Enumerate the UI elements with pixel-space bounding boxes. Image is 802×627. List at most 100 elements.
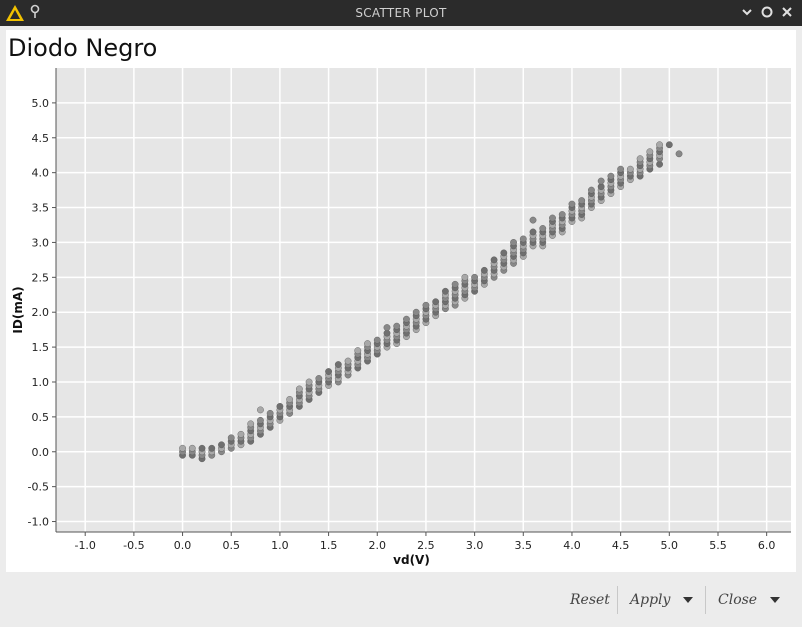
close-button[interactable]: Close [718,592,758,608]
data-point [354,347,362,354]
data-point [315,375,323,382]
data-point [568,200,576,208]
close-dropdown-icon[interactable] [770,597,780,603]
data-point [665,141,673,149]
data-point [471,273,479,281]
y-tick-label: 0.0 [32,446,50,459]
minimize-chevron-icon[interactable] [738,3,756,21]
close-x-icon[interactable] [778,3,796,21]
y-tick-label: 0.5 [32,411,50,424]
data-point [403,315,410,323]
y-tick-label: -1.0 [28,516,49,529]
axes: -1.0 -0.5 0.0 0.5 1.0 1.5 2.0 2.5 3.0 3.5 4.0 4.5 5.… [28,68,791,552]
data-point [257,416,264,424]
data-point [510,239,517,246]
data-point [549,214,556,222]
data-point [218,441,225,449]
y-tick-label: -0.5 [28,481,49,494]
x-tick-label: 6.0 [758,539,776,552]
x-tick-label: 3.5 [515,539,533,552]
data-point [373,336,381,344]
x-tick-label: 0.5 [222,539,240,552]
data-point [383,324,391,331]
data-point [480,266,488,274]
chart-title: Diodo Negro [8,34,158,62]
data-point [539,225,547,232]
footer-divider [705,586,706,614]
data-point [364,340,371,348]
data-point [529,216,537,224]
y-tick-label: 2.0 [32,306,50,319]
data-point [646,148,654,156]
data-point [286,396,294,403]
data-point [636,155,644,163]
dialog-footer: Reset Apply Close [0,578,802,627]
data-point [237,430,245,438]
data-point [578,197,586,204]
data-point [558,211,566,218]
data-point [490,256,498,264]
data-point [597,177,605,185]
x-tick-label: 5.5 [709,539,727,552]
data-point [257,406,264,414]
data-point [617,165,625,173]
reset-button[interactable]: Reset [570,592,610,608]
data-point [198,444,206,452]
x-tick-label: 1.0 [271,539,289,552]
data-point [500,249,508,257]
x-tick-label: 5.0 [661,539,679,552]
data-point [227,434,235,442]
data-point [344,357,352,365]
y-tick-label: 1.5 [32,341,50,354]
data-point [325,368,332,375]
scatter-chart: -1.0 -0.5 0.0 0.5 1.0 1.5 2.0 2.5 3.0 3.5 4.0 4.5 5.… [11,68,791,567]
data-point [461,273,469,281]
data-point [334,361,342,368]
x-tick-label: 2.0 [369,539,387,552]
y-tick-label: 4.5 [32,132,50,145]
data-points [179,141,683,463]
y-tick-label: 3.5 [32,202,50,215]
data-point [305,378,313,386]
app-logo-icon [6,5,24,21]
data-point [188,444,196,452]
data-point [412,308,420,316]
x-tick-label: -0.5 [123,539,144,552]
window-titlebar: SCATTER PLOT [0,0,802,26]
x-tick-label: 4.5 [612,539,630,552]
data-point [519,235,527,243]
x-tick-label: 0.0 [174,539,192,552]
data-point [179,444,186,452]
data-point [295,385,303,393]
data-point [588,186,595,194]
maximize-circle-icon[interactable] [758,3,776,21]
data-point [442,287,449,295]
data-point [208,444,216,452]
x-axis-label: vd(V) [393,553,430,567]
x-tick-label: 2.5 [417,539,435,552]
y-tick-label: 5.0 [32,97,50,110]
x-tick-label: -1.0 [74,539,95,552]
data-point [276,403,284,410]
location-pin-icon[interactable] [29,4,41,20]
x-tick-label: 3.0 [466,539,484,552]
data-point [422,301,430,309]
data-point [607,172,615,180]
y-tick-label: 3.0 [32,236,50,249]
data-point [393,322,401,330]
data-point [247,420,255,428]
data-point [451,280,459,288]
apply-button[interactable]: Apply [630,592,671,608]
y-tick-label: 1.0 [32,376,50,389]
y-tick-label: 2.5 [32,271,50,284]
x-tick-label: 1.5 [320,539,338,552]
data-point [656,141,663,149]
data-point [266,409,274,417]
apply-dropdown-icon[interactable] [683,597,693,603]
data-point [529,228,537,236]
x-tick-label: 4.0 [563,539,581,552]
window-title: SCATTER PLOT [355,6,447,20]
y-axis-label: ID(mA) [11,286,25,333]
data-point [626,165,634,173]
y-tick-label: 4.0 [32,167,50,180]
